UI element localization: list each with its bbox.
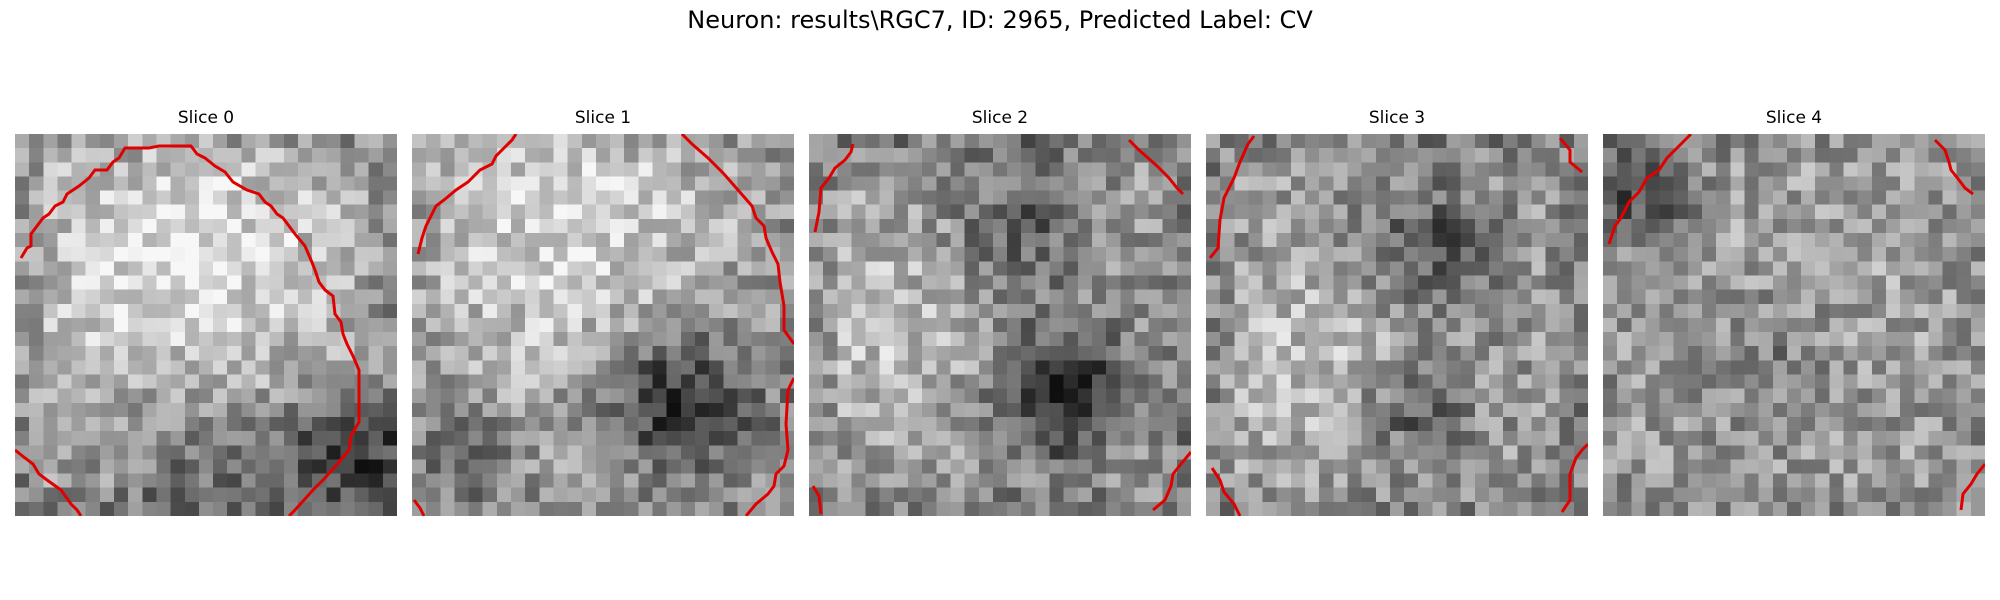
figure-title: Neuron: results\RGC7, ID: 2965, Predicte… (687, 6, 1313, 34)
slice-0-image (15, 134, 397, 516)
slice-4-pixel-grid (1603, 134, 1985, 516)
slice-0-title: Slice 0 (177, 108, 235, 128)
slice-2-title: Slice 2 (971, 108, 1029, 128)
slice-3-contour (1208, 135, 1588, 516)
slice-4-contour (1607, 134, 1985, 511)
slice-3-pixel-grid (1206, 134, 1588, 516)
slice-0-contour (15, 144, 361, 516)
slice-4-title: Slice 4 (1765, 108, 1823, 128)
slice-3-image (1206, 134, 1588, 516)
slice-1-image (412, 134, 794, 516)
slice-1-pixel-grid (412, 134, 794, 516)
slice-4-image (1603, 134, 1985, 516)
slice-1-title: Slice 1 (574, 108, 632, 128)
slice-2-pixel-grid (809, 134, 1191, 516)
slice-3-title: Slice 3 (1368, 108, 1426, 128)
slice-2-contour (811, 138, 1191, 515)
slice-2-image (809, 134, 1191, 516)
slice-1-contour (412, 134, 794, 516)
